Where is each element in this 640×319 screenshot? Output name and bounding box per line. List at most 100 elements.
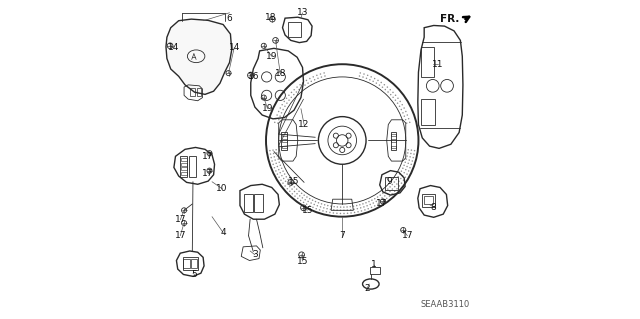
Circle shape xyxy=(399,185,400,187)
Circle shape xyxy=(278,177,280,178)
Bar xyxy=(385,177,399,190)
Circle shape xyxy=(321,203,322,204)
Circle shape xyxy=(387,193,388,194)
Circle shape xyxy=(389,191,390,192)
Circle shape xyxy=(309,205,310,206)
Bar xyxy=(421,99,435,124)
Circle shape xyxy=(291,189,292,190)
Circle shape xyxy=(299,195,300,197)
Circle shape xyxy=(402,168,403,169)
Circle shape xyxy=(403,108,404,109)
Bar xyxy=(282,146,287,148)
Circle shape xyxy=(301,87,303,88)
Circle shape xyxy=(271,160,273,162)
Circle shape xyxy=(307,83,308,84)
Bar xyxy=(254,194,263,212)
Circle shape xyxy=(376,201,377,202)
Circle shape xyxy=(292,193,293,195)
Circle shape xyxy=(284,106,285,107)
Text: 3: 3 xyxy=(252,250,258,259)
Circle shape xyxy=(410,153,412,154)
Circle shape xyxy=(356,205,357,206)
Text: 14: 14 xyxy=(168,43,179,52)
Bar xyxy=(190,88,195,96)
Circle shape xyxy=(285,176,287,177)
Circle shape xyxy=(337,210,338,211)
Circle shape xyxy=(333,212,334,214)
Circle shape xyxy=(404,115,405,117)
Circle shape xyxy=(278,111,279,112)
Circle shape xyxy=(294,186,295,188)
Circle shape xyxy=(343,206,344,208)
Circle shape xyxy=(396,179,397,180)
Circle shape xyxy=(401,171,402,172)
Circle shape xyxy=(399,101,401,102)
Circle shape xyxy=(403,165,404,166)
Circle shape xyxy=(360,72,361,74)
Text: 14: 14 xyxy=(228,43,240,52)
Circle shape xyxy=(296,91,297,93)
Circle shape xyxy=(303,82,304,83)
Text: 7: 7 xyxy=(339,231,345,240)
Circle shape xyxy=(400,178,401,179)
Circle shape xyxy=(282,109,284,110)
Text: 17: 17 xyxy=(175,231,186,240)
Circle shape xyxy=(357,211,358,212)
Circle shape xyxy=(316,208,317,209)
Circle shape xyxy=(408,118,409,119)
Circle shape xyxy=(413,157,414,158)
Circle shape xyxy=(270,153,271,155)
Circle shape xyxy=(406,174,408,175)
Circle shape xyxy=(374,198,376,199)
Circle shape xyxy=(296,193,298,194)
Circle shape xyxy=(305,199,306,200)
Text: 19: 19 xyxy=(266,52,278,61)
Circle shape xyxy=(403,112,404,114)
Circle shape xyxy=(408,149,409,150)
Circle shape xyxy=(291,92,292,93)
Circle shape xyxy=(377,197,378,198)
Circle shape xyxy=(353,209,355,210)
Circle shape xyxy=(372,81,374,82)
Circle shape xyxy=(371,207,372,208)
Circle shape xyxy=(387,86,388,88)
Bar xyxy=(424,196,433,204)
Circle shape xyxy=(326,211,327,212)
Circle shape xyxy=(406,155,408,157)
Circle shape xyxy=(319,209,320,211)
Text: 13: 13 xyxy=(297,8,308,17)
Circle shape xyxy=(392,92,394,93)
Circle shape xyxy=(281,112,282,114)
Circle shape xyxy=(411,164,412,165)
Circle shape xyxy=(300,84,301,85)
Circle shape xyxy=(384,195,385,197)
Circle shape xyxy=(412,160,413,162)
Circle shape xyxy=(324,204,325,205)
Circle shape xyxy=(316,75,317,76)
Circle shape xyxy=(356,208,358,209)
Text: 17: 17 xyxy=(175,215,186,224)
Text: 15: 15 xyxy=(301,206,313,215)
Bar xyxy=(391,139,396,142)
Text: 1: 1 xyxy=(371,260,377,270)
Circle shape xyxy=(314,204,315,205)
Circle shape xyxy=(374,78,375,79)
Circle shape xyxy=(404,172,405,173)
Circle shape xyxy=(323,207,324,209)
Circle shape xyxy=(312,200,313,201)
Circle shape xyxy=(379,85,380,86)
Circle shape xyxy=(372,202,374,204)
Circle shape xyxy=(288,95,289,96)
Circle shape xyxy=(315,201,316,202)
Bar xyxy=(183,257,198,270)
Circle shape xyxy=(394,182,395,183)
Circle shape xyxy=(298,191,300,192)
Circle shape xyxy=(303,195,305,196)
Text: 17: 17 xyxy=(376,199,388,208)
Circle shape xyxy=(327,205,328,206)
Circle shape xyxy=(362,77,364,78)
Circle shape xyxy=(387,189,388,190)
Circle shape xyxy=(359,204,360,205)
Bar xyxy=(282,134,287,136)
Circle shape xyxy=(307,197,308,198)
